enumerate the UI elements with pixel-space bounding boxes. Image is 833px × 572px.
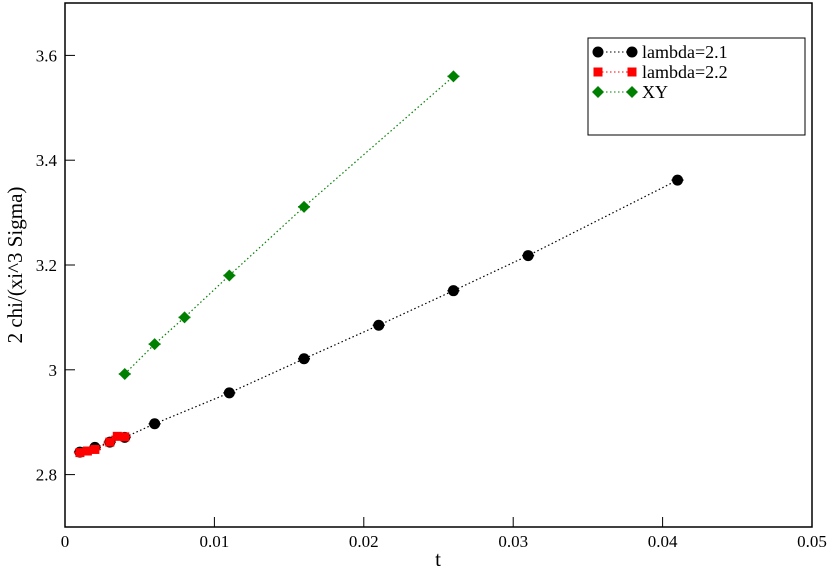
series-line: [124, 75, 454, 375]
x-tick-label: 0: [61, 532, 70, 551]
legend-label: lambda=2.1: [642, 42, 728, 62]
marker: [592, 86, 604, 98]
series-line: [79, 179, 678, 453]
marker: [447, 70, 460, 83]
marker: [120, 432, 130, 442]
marker: [447, 285, 459, 297]
marker: [522, 250, 534, 262]
x-tick-label: 0.03: [498, 532, 528, 551]
marker: [593, 67, 603, 77]
marker: [592, 46, 604, 58]
y-tick-label: 3: [49, 361, 58, 380]
marker: [223, 269, 236, 282]
x-tick-label: 0.01: [200, 532, 230, 551]
marker: [626, 46, 638, 58]
y-tick-label: 3.2: [36, 256, 57, 275]
marker: [373, 319, 385, 331]
marker: [672, 174, 684, 186]
x-tick-label: 0.02: [349, 532, 379, 551]
legend-label: XY: [642, 82, 668, 102]
y-tick-label: 2.8: [36, 466, 57, 485]
marker: [75, 448, 85, 458]
x-tick-label: 0.05: [797, 532, 827, 551]
marker: [118, 367, 131, 380]
x-axis-label: t: [435, 547, 441, 571]
y-axis-label: 2 chi/(xi^3 Sigma): [3, 187, 27, 344]
legend-label: lambda=2.2: [642, 62, 728, 82]
marker: [105, 437, 115, 447]
marker: [112, 431, 122, 441]
marker: [626, 86, 638, 98]
marker: [149, 418, 161, 430]
legend-box: [587, 37, 806, 136]
marker: [82, 446, 92, 456]
y-tick-label: 3.4: [36, 151, 58, 170]
y-tick-label: 3.6: [36, 46, 57, 65]
marker: [90, 444, 100, 454]
x-tick-label: 0.04: [648, 532, 678, 551]
marker: [627, 67, 637, 77]
marker: [178, 311, 191, 324]
marker: [298, 200, 311, 213]
marker: [148, 338, 161, 351]
marker: [298, 353, 310, 365]
marker: [223, 387, 235, 399]
